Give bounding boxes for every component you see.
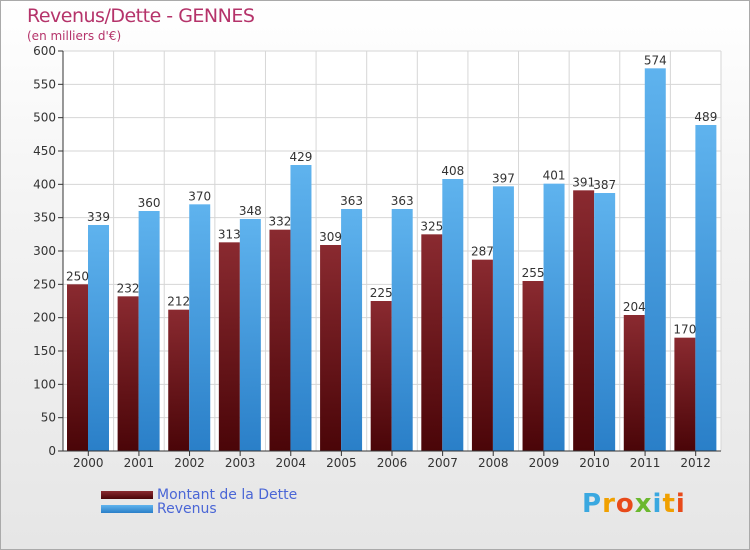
y-tick-label: 400	[33, 177, 56, 191]
data-label-dette: 313	[218, 227, 241, 241]
chart-subtitle: (en milliers d'€)	[27, 29, 122, 43]
y-tick-label: 350	[33, 211, 56, 225]
data-label-revenus: 401	[543, 169, 566, 183]
y-tick-label: 500	[33, 111, 56, 125]
axes: 0 50 100 150 200 250 300 350 400 450 500 550 600 2000…	[33, 44, 721, 470]
bar-revenus	[594, 193, 616, 451]
data-labels: 250 339 232 360 212 370 313 348 332 429 309 363 225 3…	[66, 53, 717, 336]
data-label-dette: 212	[167, 295, 190, 309]
legend-swatch-revenus	[101, 505, 153, 513]
legend-label-revenus: Revenus	[157, 501, 217, 517]
bar-dette	[522, 281, 544, 451]
x-tick-label: 2007	[427, 456, 458, 470]
data-label-revenus: 429	[290, 150, 313, 164]
bar-revenus	[492, 186, 514, 452]
data-label-revenus: 363	[391, 194, 414, 208]
x-tick-label: 2002	[174, 456, 205, 470]
bar-dette	[117, 296, 139, 451]
logo-letter: r	[602, 489, 616, 519]
proxiti-logo: Proxiti	[582, 489, 686, 519]
data-label-dette: 250	[66, 269, 89, 283]
bar-revenus	[290, 165, 312, 451]
x-tick-label: 2010	[579, 456, 610, 470]
bar-dette	[674, 337, 696, 451]
x-tick-label: 2005	[326, 456, 357, 470]
bars	[67, 68, 717, 452]
legend-label-dette: Montant de la Dette	[157, 487, 298, 503]
data-label-dette: 170	[673, 323, 696, 337]
logo-letter: i	[652, 489, 663, 519]
data-label-dette: 325	[420, 219, 443, 233]
y-tick-label: 200	[33, 311, 56, 325]
data-label-revenus: 360	[138, 196, 161, 210]
bar-dette	[218, 242, 240, 451]
bar-dette	[573, 190, 595, 452]
data-label-revenus: 408	[441, 164, 464, 178]
data-label-revenus: 397	[492, 171, 515, 185]
bar-revenus	[543, 183, 565, 451]
bar-revenus	[341, 209, 363, 451]
y-tick-label: 550	[33, 77, 56, 91]
x-tick-label: 2011	[630, 456, 661, 470]
data-label-dette: 204	[623, 300, 646, 314]
bar-dette	[320, 245, 342, 451]
y-tick-label: 450	[33, 144, 56, 158]
data-label-dette: 255	[522, 266, 545, 280]
bar-revenus	[644, 68, 666, 451]
data-label-revenus: 339	[87, 210, 110, 224]
bar-dette	[370, 301, 392, 451]
logo-letter: o	[615, 489, 635, 519]
bar-revenus	[695, 125, 717, 451]
x-tick-label: 2012	[680, 456, 711, 470]
bar-revenus	[391, 209, 413, 451]
bar-revenus	[88, 225, 109, 451]
bar-revenus	[138, 211, 160, 451]
logo-letter: t	[662, 489, 676, 519]
data-label-revenus: 489	[694, 110, 717, 124]
y-tick-label: 150	[33, 344, 56, 358]
y-tick-label: 250	[33, 277, 56, 291]
bar-revenus	[189, 204, 211, 451]
y-tick-label: 100	[33, 377, 56, 391]
data-label-revenus: 370	[188, 189, 211, 203]
logo-letter: P	[582, 489, 603, 519]
data-label-dette: 287	[471, 245, 494, 259]
bar-revenus	[239, 219, 261, 451]
bar-dette	[269, 229, 291, 451]
data-label-revenus: 348	[239, 204, 262, 218]
x-tick-label: 2001	[124, 456, 155, 470]
y-tick-label: 50	[41, 411, 56, 425]
bar-dette	[421, 234, 443, 451]
data-label-dette: 332	[269, 215, 292, 229]
bar-dette	[623, 315, 645, 451]
x-tick-label: 2006	[377, 456, 408, 470]
y-tick-label: 0	[48, 444, 56, 458]
x-tick-label: 2003	[225, 456, 256, 470]
data-label-revenus: 387	[593, 178, 616, 192]
y-tick-label: 300	[33, 244, 56, 258]
x-tick-label: 2009	[529, 456, 560, 470]
x-tick-label: 2004	[275, 456, 306, 470]
chart-title: Revenus/Dette - GENNES	[27, 5, 255, 27]
data-label-dette: 391	[572, 175, 595, 189]
x-tick-label: 2008	[478, 456, 509, 470]
logo-letter: i	[675, 489, 686, 519]
bar-dette	[168, 309, 190, 451]
data-label-dette: 225	[370, 286, 393, 300]
bar-dette	[67, 284, 88, 451]
legend-swatch-dette	[101, 491, 153, 499]
data-label-revenus: 574	[644, 53, 667, 67]
bar-revenus	[442, 179, 464, 451]
bar-dette	[471, 259, 493, 451]
data-label-dette: 309	[319, 230, 342, 244]
logo-letter: x	[634, 489, 653, 519]
data-label-revenus: 363	[340, 194, 363, 208]
y-tick-label: 600	[33, 44, 56, 58]
x-tick-label: 2000	[73, 456, 104, 470]
data-label-dette: 232	[117, 281, 140, 295]
